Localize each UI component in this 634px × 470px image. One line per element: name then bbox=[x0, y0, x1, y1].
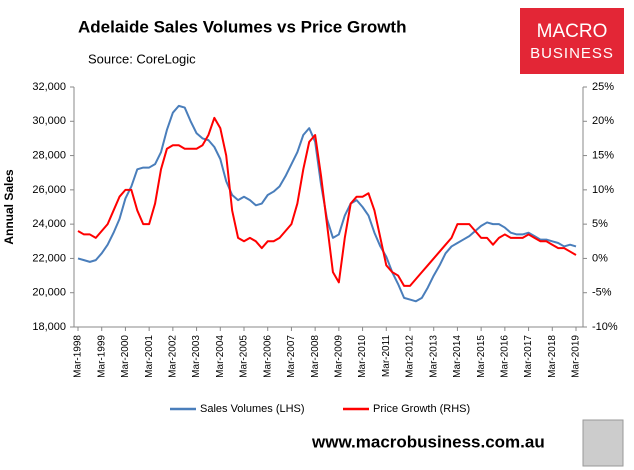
x-tick-label: Mar-2001 bbox=[144, 335, 155, 378]
x-tick-label: Mar-2010 bbox=[357, 335, 368, 378]
logo-text: BUSINESS bbox=[530, 45, 614, 62]
y-tick-label: 26,000 bbox=[32, 184, 66, 196]
y2-tick-label: -5% bbox=[592, 287, 612, 299]
x-tick-label: Mar-2004 bbox=[215, 335, 226, 378]
x-tick-label: Mar-2017 bbox=[523, 335, 534, 378]
y2-tick-label: 15% bbox=[592, 149, 614, 161]
y-axis-label: Annual Sales bbox=[2, 169, 16, 245]
x-tick-label: Mar-2011 bbox=[381, 335, 392, 377]
y2-tick-label: 25% bbox=[592, 81, 614, 93]
series-line bbox=[77, 104, 577, 303]
x-tick-label: Mar-2019 bbox=[571, 335, 582, 378]
x-tick-label: Mar-2012 bbox=[405, 335, 416, 378]
x-tick-label: Mar-2015 bbox=[476, 335, 487, 378]
x-tick-label: Mar-2013 bbox=[428, 335, 439, 378]
y-tick-label: 30,000 bbox=[32, 115, 66, 127]
x-tick-label: Mar-2009 bbox=[333, 335, 344, 378]
y-tick-label: 28,000 bbox=[32, 149, 66, 161]
y-tick-label: 20,000 bbox=[32, 287, 66, 299]
x-tick-label: Mar-2008 bbox=[310, 335, 321, 378]
legend-label: Price Growth (RHS) bbox=[373, 403, 470, 415]
y-tick-label: 18,000 bbox=[32, 321, 66, 333]
chart-subtitle: Source: CoreLogic bbox=[88, 51, 196, 66]
y-tick-label: 24,000 bbox=[32, 218, 66, 230]
logo-box bbox=[520, 8, 624, 74]
x-tick-label: Mar-2000 bbox=[120, 335, 131, 378]
x-tick-label: Mar-1999 bbox=[96, 335, 107, 378]
x-tick-label: Mar-2007 bbox=[286, 335, 297, 378]
wolf-logo bbox=[582, 419, 624, 467]
chart-title: Adelaide Sales Volumes vs Price Growth bbox=[78, 17, 406, 36]
x-tick-label: Mar-1998 bbox=[73, 335, 84, 378]
legend-label: Sales Volumes (LHS) bbox=[200, 403, 305, 415]
y-tick-label: 32,000 bbox=[32, 81, 66, 93]
x-tick-label: Mar-2003 bbox=[191, 335, 202, 378]
y2-tick-label: 20% bbox=[592, 115, 614, 127]
series-line bbox=[77, 116, 577, 287]
x-tick-label: Mar-2002 bbox=[167, 335, 178, 378]
x-tick-label: Mar-2006 bbox=[262, 335, 273, 378]
x-tick-label: Mar-2018 bbox=[547, 335, 558, 378]
logo-text: MACRO bbox=[537, 21, 608, 42]
x-tick-label: Mar-2005 bbox=[239, 335, 250, 378]
y2-tick-label: 0% bbox=[592, 252, 608, 264]
y-tick-label: 22,000 bbox=[32, 252, 66, 264]
x-tick-label: Mar-2014 bbox=[452, 335, 463, 378]
y2-tick-label: 5% bbox=[592, 218, 608, 230]
y2-tick-label: 10% bbox=[592, 184, 614, 196]
x-tick-label: Mar-2016 bbox=[499, 335, 510, 378]
y2-tick-label: -10% bbox=[592, 321, 618, 333]
footer-url: www.macrobusiness.com.au bbox=[311, 432, 545, 451]
